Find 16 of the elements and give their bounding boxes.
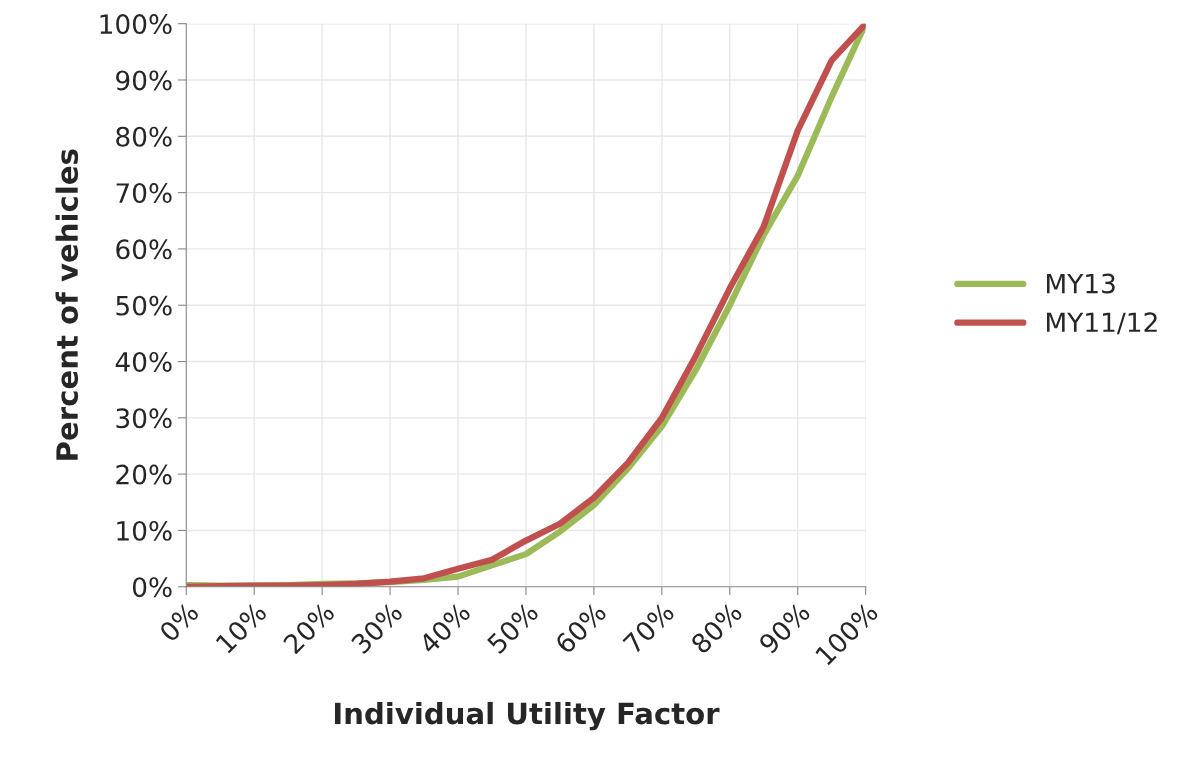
y-tick-label: 100% [100, 14, 172, 35]
y-tick-label: 60% [116, 239, 172, 260]
y-axis-title: Percent of vehicles [55, 149, 79, 460]
y-tick-label: 40% [115, 351, 172, 372]
y-tick-label: 90% [116, 70, 172, 91]
y-tick-label: 0% [132, 577, 172, 598]
legend-label: MY13 [1047, 273, 1115, 294]
y-tick-label: 50% [116, 295, 172, 316]
y-tick-label: 10% [117, 520, 172, 541]
y-tick-label: 30% [116, 408, 172, 429]
x-tick-label: 0% [158, 601, 200, 643]
y-tick-label: 70% [116, 183, 172, 204]
y-tick-label: 20% [116, 464, 172, 485]
x-axis-title: Individual Utility Factor [335, 701, 720, 731]
legend-label: MY11/12 [1047, 312, 1157, 335]
y-tick-label: 80% [116, 126, 172, 147]
